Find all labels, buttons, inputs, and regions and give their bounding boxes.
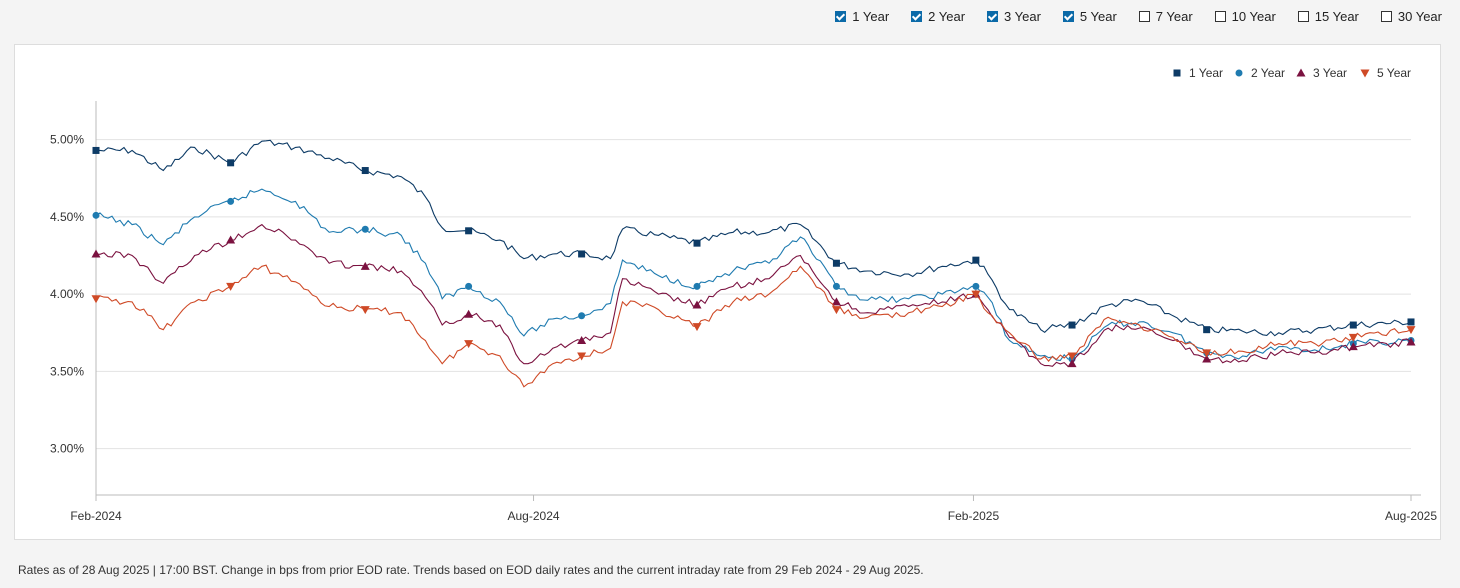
toggle-label: 30 Year <box>1397 9 1442 24</box>
toggle-5-year[interactable]: 5 Year <box>1062 9 1117 24</box>
checkbox-unchecked-icon[interactable] <box>1214 11 1226 22</box>
x-tick-label: Feb-2024 <box>70 509 122 523</box>
legend-label: 3 Year <box>1313 66 1347 80</box>
data-point <box>971 290 981 299</box>
legend-label: 5 Year <box>1377 66 1411 80</box>
legend-label: 1 Year <box>1189 66 1223 80</box>
x-tick-label: Feb-2025 <box>948 509 1000 523</box>
x-tick-label: Aug-2024 <box>508 509 560 523</box>
data-point <box>831 306 841 315</box>
data-point <box>226 282 236 291</box>
data-point <box>972 282 980 290</box>
data-point <box>831 297 841 306</box>
data-point <box>1348 333 1358 342</box>
data-point <box>832 282 840 290</box>
y-tick-label: 4.50% <box>50 210 84 224</box>
data-point <box>972 256 980 264</box>
data-point <box>465 282 473 290</box>
checkbox-checked-icon[interactable] <box>987 11 999 22</box>
data-point <box>692 323 702 332</box>
data-point <box>693 282 701 290</box>
data-point <box>692 300 702 309</box>
data-point <box>92 211 100 219</box>
checkbox-unchecked-icon[interactable] <box>1138 11 1150 22</box>
toggle-label: 3 Year <box>1004 9 1041 24</box>
data-point <box>1349 321 1357 329</box>
x-tick-label: Aug-2025 <box>1385 509 1437 523</box>
data-point <box>465 227 473 235</box>
data-point <box>91 295 101 304</box>
checkbox-unchecked-icon[interactable] <box>1297 11 1309 22</box>
data-point <box>227 159 235 167</box>
data-point <box>1068 321 1076 329</box>
data-point <box>578 250 586 258</box>
data-point <box>1203 326 1211 334</box>
data-point <box>464 309 474 318</box>
data-point <box>1406 337 1416 346</box>
data-point <box>92 146 100 154</box>
series-line-1-year <box>96 139 1412 337</box>
checkbox-checked-icon[interactable] <box>835 11 847 22</box>
data-point <box>693 239 701 247</box>
toggle-15-year[interactable]: 15 Year <box>1297 9 1359 24</box>
data-point <box>1067 352 1077 361</box>
data-point <box>1202 349 1212 358</box>
y-tick-label: 3.00% <box>50 442 84 456</box>
series-line-2-year <box>95 188 1412 361</box>
data-point <box>577 352 587 361</box>
data-point <box>577 335 587 344</box>
toggle-10-year[interactable]: 10 Year <box>1214 9 1276 24</box>
toggle-label: 2 Year <box>928 9 966 24</box>
toggle-label: 1 Year <box>852 9 890 24</box>
data-point <box>1348 342 1358 351</box>
data-point <box>1067 359 1077 368</box>
toggle-label: 5 Year <box>1079 9 1117 24</box>
toggle-label: 7 Year <box>1155 9 1193 24</box>
data-point <box>832 259 840 267</box>
data-point <box>361 225 369 233</box>
toggle-1-year[interactable]: 1 Year <box>835 9 889 24</box>
chart-card: 3.00% 3.50% 4.00% 4.50% 5.00% Feb-2024 Aug-202… <box>14 44 1441 540</box>
data-point <box>578 312 586 320</box>
toggle-label: 10 Year <box>1231 9 1276 24</box>
legend-marker-5-year <box>1360 69 1370 78</box>
series-line-3-year <box>95 223 1412 368</box>
data-point <box>464 340 474 349</box>
data-point <box>361 167 369 175</box>
legend-marker-3-year <box>1296 68 1306 77</box>
data-point <box>227 197 235 205</box>
series-line-5-year <box>95 264 1412 388</box>
legend-marker-1-year <box>1173 69 1181 77</box>
checkbox-checked-icon[interactable] <box>1062 11 1074 22</box>
checkbox-unchecked-icon[interactable] <box>1380 11 1392 22</box>
footnote: Rates as of 28 Aug 2025 | 17:00 BST. Cha… <box>18 563 924 577</box>
toggle-label: 15 Year <box>1314 9 1359 24</box>
data-point <box>1202 354 1212 363</box>
data-point <box>1407 318 1415 326</box>
legend-label: 2 Year <box>1251 66 1285 80</box>
toggle-3-year[interactable]: 3 Year <box>987 9 1041 24</box>
toggle-2-year[interactable]: 2 Year <box>911 9 965 24</box>
data-point <box>360 306 370 315</box>
tenor-toggles: 1 Year 2 Year 3 Year 5 Year 7 Year 10 Year 15 … <box>835 9 1442 24</box>
y-tick-label: 3.50% <box>50 364 84 378</box>
yield-chart: 3.00% 3.50% 4.00% 4.50% 5.00% Feb-2024 Aug-202… <box>50 66 1437 523</box>
y-tick-label: 4.00% <box>50 287 84 301</box>
data-point <box>1406 326 1416 335</box>
toggle-30-year[interactable]: 30 Year <box>1380 9 1442 24</box>
data-point <box>91 249 101 258</box>
legend-marker-2-year <box>1235 69 1243 77</box>
data-point <box>360 261 370 270</box>
y-tick-label: 5.00% <box>50 133 84 147</box>
data-point <box>226 235 236 244</box>
toggle-7-year[interactable]: 7 Year <box>1138 9 1193 24</box>
checkbox-checked-icon[interactable] <box>911 11 923 22</box>
